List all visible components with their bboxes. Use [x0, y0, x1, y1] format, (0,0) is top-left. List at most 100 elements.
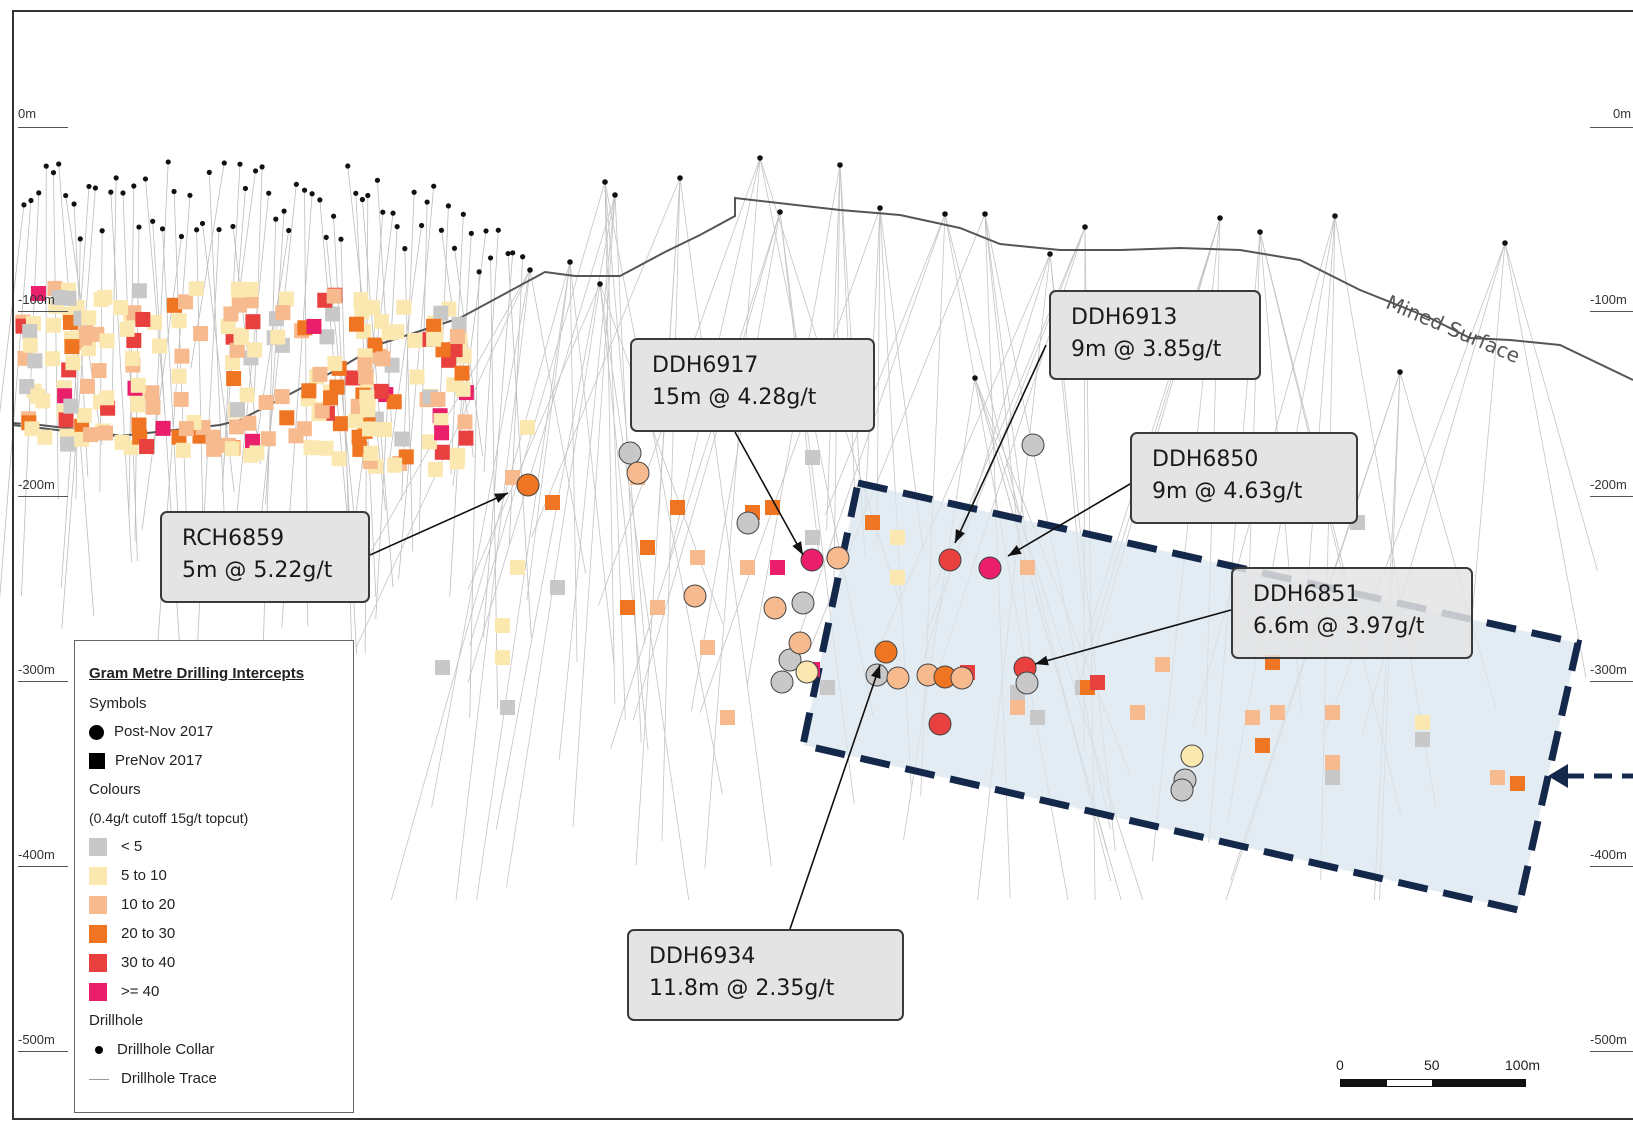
prenov-intercept-square	[174, 348, 190, 364]
depth-tick-right-300	[1590, 681, 1633, 682]
postnov-intercept-circle	[1170, 778, 1194, 802]
prenov-intercept-square	[80, 378, 96, 394]
prenov-intercept-square	[230, 281, 246, 297]
drillhole-collar	[36, 190, 42, 196]
drillhole-collar	[468, 230, 474, 236]
prenov-intercept-square	[1030, 710, 1045, 725]
prenov-intercept-square	[178, 294, 194, 310]
prenov-intercept-square	[130, 377, 146, 393]
depth-tick-right-500	[1590, 1051, 1633, 1052]
legend-label: 10 to 20	[121, 896, 176, 913]
depth-tick-right-100	[1590, 311, 1633, 312]
drillhole-collar	[71, 201, 77, 207]
drillhole-collar	[942, 211, 948, 217]
prenov-intercept-square	[409, 369, 425, 385]
depth-label-right-200: -200m	[1590, 477, 1627, 492]
prenov-intercept-square	[178, 421, 194, 437]
prenov-intercept-square	[229, 342, 245, 358]
drillhole-collar	[63, 192, 69, 199]
drillhole-trace	[529, 269, 586, 574]
colour-swatch-icon	[89, 838, 107, 857]
drillhole-trace	[111, 177, 117, 402]
prenov-intercept-square	[386, 394, 402, 410]
drillhole-collar	[131, 183, 137, 189]
drillhole-collar	[178, 233, 185, 240]
legend-colour-gte40: >= 40	[89, 983, 159, 1002]
prenov-intercept-square	[99, 333, 115, 349]
prenov-intercept-square	[22, 337, 38, 353]
prenov-intercept-square	[421, 434, 437, 450]
drillhole-collar	[520, 254, 526, 260]
drillhole-trace	[632, 211, 781, 720]
drillhole-trace	[599, 283, 724, 624]
prenov-intercept-square	[303, 440, 319, 456]
prenov-intercept-square	[63, 398, 79, 414]
prenov-intercept-square	[131, 417, 147, 433]
prenov-intercept-square	[805, 450, 820, 465]
callout-arrow-head	[792, 541, 803, 555]
postnov-intercept-circle	[516, 473, 540, 497]
drillhole-collar	[338, 236, 344, 242]
callout-intercept: 5m @ 5.22g/t	[182, 558, 333, 583]
prenov-intercept-square	[394, 431, 410, 447]
prenov-intercept-square	[740, 560, 755, 575]
depth-tick-right-400	[1590, 866, 1633, 867]
prenov-intercept-square	[27, 353, 43, 369]
callout-hole-id: DDH6851	[1253, 582, 1360, 607]
prenov-intercept-square	[206, 441, 222, 457]
drillhole-collar	[221, 160, 227, 166]
prenov-intercept-square	[805, 530, 820, 545]
prenov-intercept-square	[550, 580, 565, 595]
postnov-intercept-circle	[736, 511, 760, 535]
drillhole-collar	[206, 169, 212, 175]
drillhole-collar	[460, 211, 466, 217]
drillhole-collar	[476, 269, 482, 275]
prenov-intercept-square	[765, 500, 780, 515]
prenov-intercept-square	[99, 390, 115, 406]
prenov-intercept-square	[447, 342, 463, 358]
prenov-intercept-square	[458, 430, 474, 446]
prenov-intercept-square	[1010, 700, 1025, 715]
drillhole-trace	[128, 185, 135, 515]
scale-bar-segment-dark	[1432, 1079, 1526, 1087]
drillhole-collar	[982, 211, 988, 217]
callout-arrow-head	[1035, 655, 1049, 666]
prenov-intercept-square	[65, 355, 81, 371]
drillhole-collar	[216, 226, 222, 233]
drillhole-trace	[495, 194, 616, 830]
drillhole-collar	[330, 213, 337, 219]
prenov-intercept-square	[373, 313, 389, 329]
prenov-intercept-square	[670, 500, 685, 515]
legend-label: Drillhole Collar	[117, 1041, 215, 1058]
scale-label-100m: 100m	[1505, 1057, 1541, 1073]
drillhole-collar	[402, 246, 408, 252]
target-zone	[798, 478, 1583, 915]
drillhole-collars	[21, 155, 1508, 381]
callout-hole-id: DDH6913	[1071, 305, 1178, 330]
drillhole-collar	[374, 177, 381, 183]
legend-colours-note: (0.4g/t cutoff 15g/t topcut)	[89, 810, 249, 826]
prenov-intercept-square	[495, 618, 510, 633]
prenov-intercept-square	[434, 444, 450, 460]
prenov-intercept-square	[46, 317, 62, 333]
drillhole-collar	[194, 227, 200, 233]
drillhole-trace	[1467, 242, 1506, 663]
prenov-intercept-square	[327, 356, 343, 372]
callout-ddh6917: DDH6917 15m @ 4.28g/t	[630, 338, 875, 432]
drillhole-collar	[424, 199, 430, 205]
prenov-intercept-square	[245, 314, 261, 330]
prenov-intercept-square	[770, 560, 785, 575]
prenov-intercept-square	[249, 445, 265, 461]
depth-label-left-500: -500m	[18, 1032, 55, 1047]
prenov-intercept-square	[1325, 705, 1340, 720]
prenov-intercept-square	[1415, 732, 1430, 747]
drillhole-trace	[0, 204, 25, 414]
prenov-intercept-square	[319, 329, 335, 345]
drillhole-collar	[150, 218, 156, 224]
trace-line-icon	[89, 1078, 109, 1080]
colour-swatch-icon	[89, 867, 107, 886]
prenov-intercept-square	[274, 389, 290, 405]
drillhole-collar	[230, 223, 236, 230]
legend-item-prenov-2017: PreNov 2017	[89, 752, 203, 770]
